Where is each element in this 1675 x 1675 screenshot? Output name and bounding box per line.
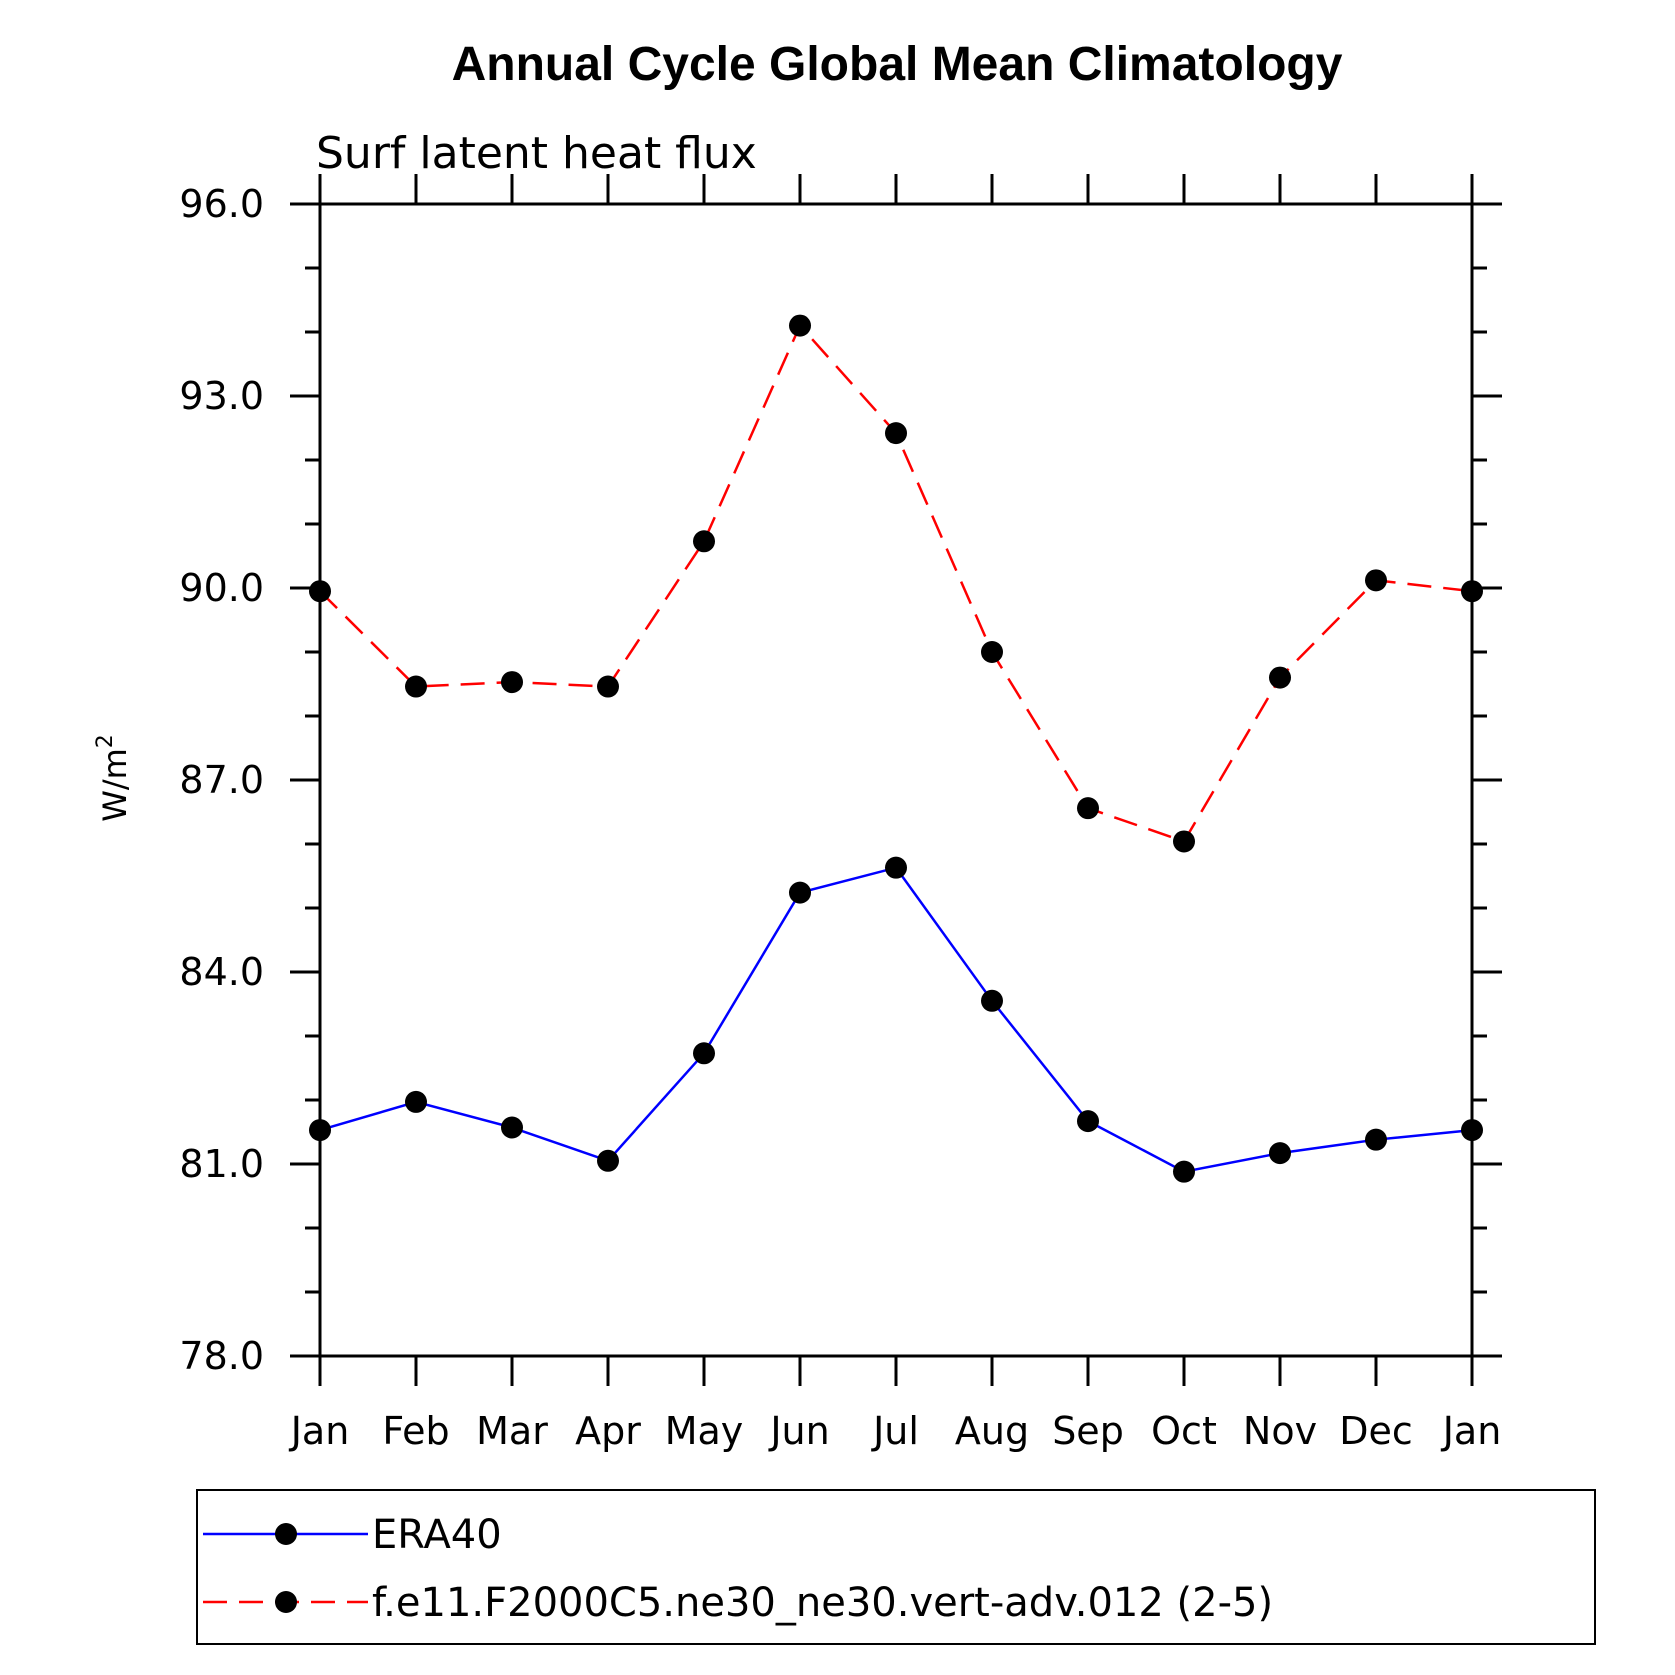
y-tick-labels: 78.0 81.0 84.0 87.0 90.0 93.0 96.0 <box>179 182 264 1378</box>
x-tick-label: Feb <box>382 1409 449 1453</box>
y-tick-label: 93.0 <box>179 374 264 418</box>
x-tick-label: Jul <box>871 1409 919 1453</box>
legend: ERA40 f.e11.F2000C5.ne30_ne30.vert-adv.01… <box>196 1489 1596 1645</box>
y-axis-label: W/m2 <box>93 734 134 822</box>
series-1-point <box>1461 580 1483 603</box>
series-0-point <box>1365 1128 1387 1151</box>
series-1-point <box>1173 830 1195 853</box>
series-1-point <box>981 641 1003 663</box>
x-tick-label: Jan <box>289 1409 350 1453</box>
x-tick-label: Jun <box>768 1409 829 1453</box>
x-tick-label: Dec <box>1339 1409 1413 1453</box>
series-1-point <box>1077 797 1099 820</box>
x-tick-label: Oct <box>1151 1409 1217 1453</box>
x-tick-label: Apr <box>575 1409 641 1453</box>
x-tick-labels: Jan Feb Mar Apr May Jun Jul Aug Sep Oct Nov Dec Jan <box>289 1409 1502 1453</box>
series-1-point <box>405 675 427 698</box>
series-0-point <box>1269 1142 1291 1165</box>
y-tick-label: 84.0 <box>179 950 264 994</box>
legend-marker-1 <box>275 1591 297 1613</box>
series-0-point <box>1173 1160 1195 1183</box>
x-tick-label: Aug <box>955 1409 1029 1453</box>
series-1-point <box>597 675 619 698</box>
series-1-point <box>693 530 715 553</box>
x-tick-label: Nov <box>1243 1409 1317 1453</box>
chart-subtitle: Surf latent heat flux <box>316 128 757 179</box>
series-0-point <box>597 1149 619 1172</box>
series-0-point <box>885 856 907 879</box>
x-tick-label: Mar <box>476 1409 548 1453</box>
legend-label-1: f.e11.F2000C5.ne30_ne30.vert-adv.012 (2-… <box>372 1580 1273 1626</box>
axis-ticks <box>290 174 1502 1386</box>
y-tick-label: 90.0 <box>179 566 264 610</box>
y-axis-label-text: W/m <box>96 748 134 822</box>
series-1-point <box>1365 569 1387 592</box>
series-0-point <box>789 881 811 904</box>
series-layer <box>309 314 1483 1183</box>
y-tick-label: 81.0 <box>179 1142 264 1186</box>
series-1-point <box>789 314 811 337</box>
series-0-point <box>981 989 1003 1012</box>
y-tick-label: 78.0 <box>179 1334 264 1378</box>
series-line-1 <box>319 323 1473 843</box>
series-0-point <box>1461 1119 1483 1142</box>
series-1-point <box>501 671 523 694</box>
x-tick-label: Sep <box>1052 1409 1124 1453</box>
series-1-point <box>309 580 331 603</box>
series-1-point <box>1269 666 1291 689</box>
legend-items: ERA40 f.e11.F2000C5.ne30_ne30.vert-adv.01… <box>203 1512 1273 1626</box>
legend-box <box>196 1489 1596 1645</box>
x-tick-label: May <box>665 1409 744 1453</box>
x-tick-label: Jan <box>1441 1409 1502 1453</box>
series-1-point <box>885 422 907 445</box>
series-0-point <box>501 1116 523 1139</box>
series-0-point <box>405 1090 427 1113</box>
series-0-point <box>1077 1110 1099 1133</box>
svg-text:W/m2: W/m2 <box>93 734 134 822</box>
y-axis-label-superscript: 2 <box>93 734 118 748</box>
series-line-0 <box>319 866 1473 1173</box>
legend-label-0: ERA40 <box>372 1512 502 1558</box>
y-tick-label: 96.0 <box>179 182 264 226</box>
series-0-point <box>693 1042 715 1065</box>
y-tick-label: 87.0 <box>179 758 264 802</box>
legend-marker-0 <box>275 1523 297 1545</box>
plot-frame <box>318 202 1474 1358</box>
chart-title: Annual Cycle Global Mean Climatology <box>452 38 1343 91</box>
series-0-point <box>309 1119 331 1142</box>
